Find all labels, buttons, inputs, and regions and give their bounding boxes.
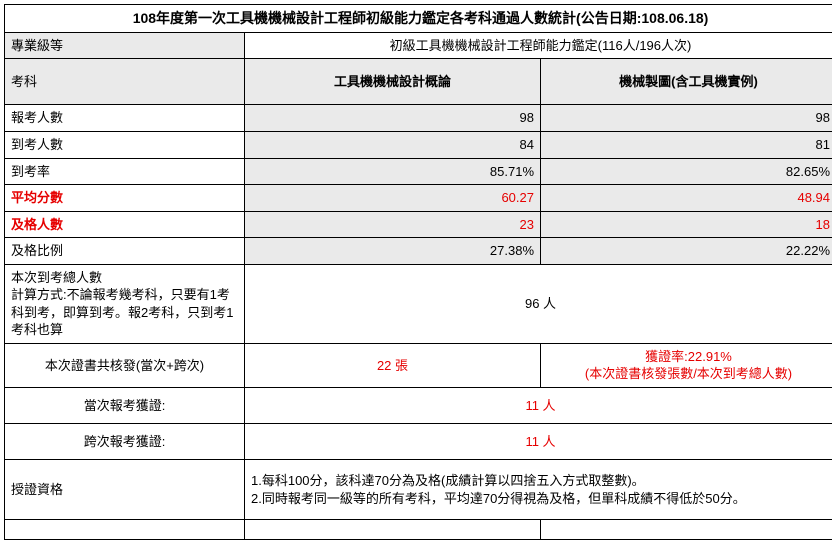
cert-cross-label: 跨次報考獲證: xyxy=(5,424,245,460)
qualification-row: 授證資格 1.每科100分，該科達70分為及格(成績計算以四捨五入方式取整數)。… xyxy=(5,460,832,520)
metric-value: 85.71% xyxy=(245,158,541,185)
subject-label: 考科 xyxy=(5,59,245,105)
metric-row: 到考率 85.71% 82.65% xyxy=(5,158,832,185)
qualification-label: 授證資格 xyxy=(5,460,245,520)
total-examinee-label: 本次到考總人數 計算方式:不論報考幾考科，只要有1考科到考，即算到考。報2考科，… xyxy=(5,264,245,343)
subject-col-2: 機械製圖(含工具機實例) xyxy=(541,59,832,105)
subject-header-row: 考科 工具機機械設計概論 機械製圖(含工具機實例) xyxy=(5,59,832,105)
empty-cell xyxy=(541,520,832,540)
total-examinee-row: 本次到考總人數 計算方式:不論報考幾考科，只要有1考科到考，即算到考。報2考科，… xyxy=(5,264,832,343)
cert-rate-line2: (本次證書核發張數/本次到考總人數) xyxy=(585,366,792,381)
metric-row: 平均分數 60.27 48.94 xyxy=(5,185,832,212)
metric-value: 84 xyxy=(245,131,541,158)
cert-current-value: 11 人 xyxy=(245,388,832,424)
total-examinee-value: 96 人 xyxy=(245,264,832,343)
cert-issue-row: 本次證書共核發(當次+跨次) 22 張 獲證率:22.91% (本次證書核發張數… xyxy=(5,343,832,387)
metric-row: 報考人數 98 98 xyxy=(5,105,832,132)
stats-table: 108年度第一次工具機機械設計工程師初級能力鑑定各考科通過人數統計(公告日期:1… xyxy=(4,4,832,540)
cert-issue-count: 22 張 xyxy=(245,343,541,387)
cert-issue-label: 本次證書共核發(當次+跨次) xyxy=(5,343,245,387)
empty-cell xyxy=(245,520,541,540)
metric-label: 及格比例 xyxy=(5,238,245,265)
title-cell: 108年度第一次工具機機械設計工程師初級能力鑑定各考科通過人數統計(公告日期:1… xyxy=(5,5,832,33)
metric-row: 及格比例 27.38% 22.22% xyxy=(5,238,832,265)
metric-label: 到考人數 xyxy=(5,131,245,158)
metric-label: 到考率 xyxy=(5,158,245,185)
metric-value: 22.22% xyxy=(541,238,832,265)
empty-cell xyxy=(5,520,245,540)
cert-rate-line1: 獲證率:22.91% xyxy=(645,349,732,364)
cert-cross-row: 跨次報考獲證: 11 人 xyxy=(5,424,832,460)
metric-label: 平均分數 xyxy=(5,185,245,212)
metric-row: 及格人數 23 18 xyxy=(5,211,832,238)
metric-value: 60.27 xyxy=(245,185,541,212)
metric-value: 98 xyxy=(541,105,832,132)
metric-value: 98 xyxy=(245,105,541,132)
metric-value: 81 xyxy=(541,131,832,158)
metric-label: 報考人數 xyxy=(5,105,245,132)
metric-value: 23 xyxy=(245,211,541,238)
subject-col-1: 工具機機械設計概論 xyxy=(245,59,541,105)
cert-current-row: 當次報考獲證: 11 人 xyxy=(5,388,832,424)
level-row: 專業級等 初級工具機機械設計工程師能力鑑定(116人/196人次) xyxy=(5,32,832,59)
metric-value: 82.65% xyxy=(541,158,832,185)
level-label: 專業級等 xyxy=(5,32,245,59)
metric-value: 27.38% xyxy=(245,238,541,265)
empty-row xyxy=(5,520,832,540)
cert-issue-rate: 獲證率:22.91% (本次證書核發張數/本次到考總人數) xyxy=(541,343,832,387)
metric-value: 18 xyxy=(541,211,832,238)
cert-current-label: 當次報考獲證: xyxy=(5,388,245,424)
cert-cross-value: 11 人 xyxy=(245,424,832,460)
qualification-text: 1.每科100分，該科達70分為及格(成績計算以四捨五入方式取整數)。 2.同時… xyxy=(245,460,832,520)
level-value: 初級工具機機械設計工程師能力鑑定(116人/196人次) xyxy=(245,32,832,59)
title-row: 108年度第一次工具機機械設計工程師初級能力鑑定各考科通過人數統計(公告日期:1… xyxy=(5,5,832,33)
metric-label: 及格人數 xyxy=(5,211,245,238)
metric-row: 到考人數 84 81 xyxy=(5,131,832,158)
metric-value: 48.94 xyxy=(541,185,832,212)
